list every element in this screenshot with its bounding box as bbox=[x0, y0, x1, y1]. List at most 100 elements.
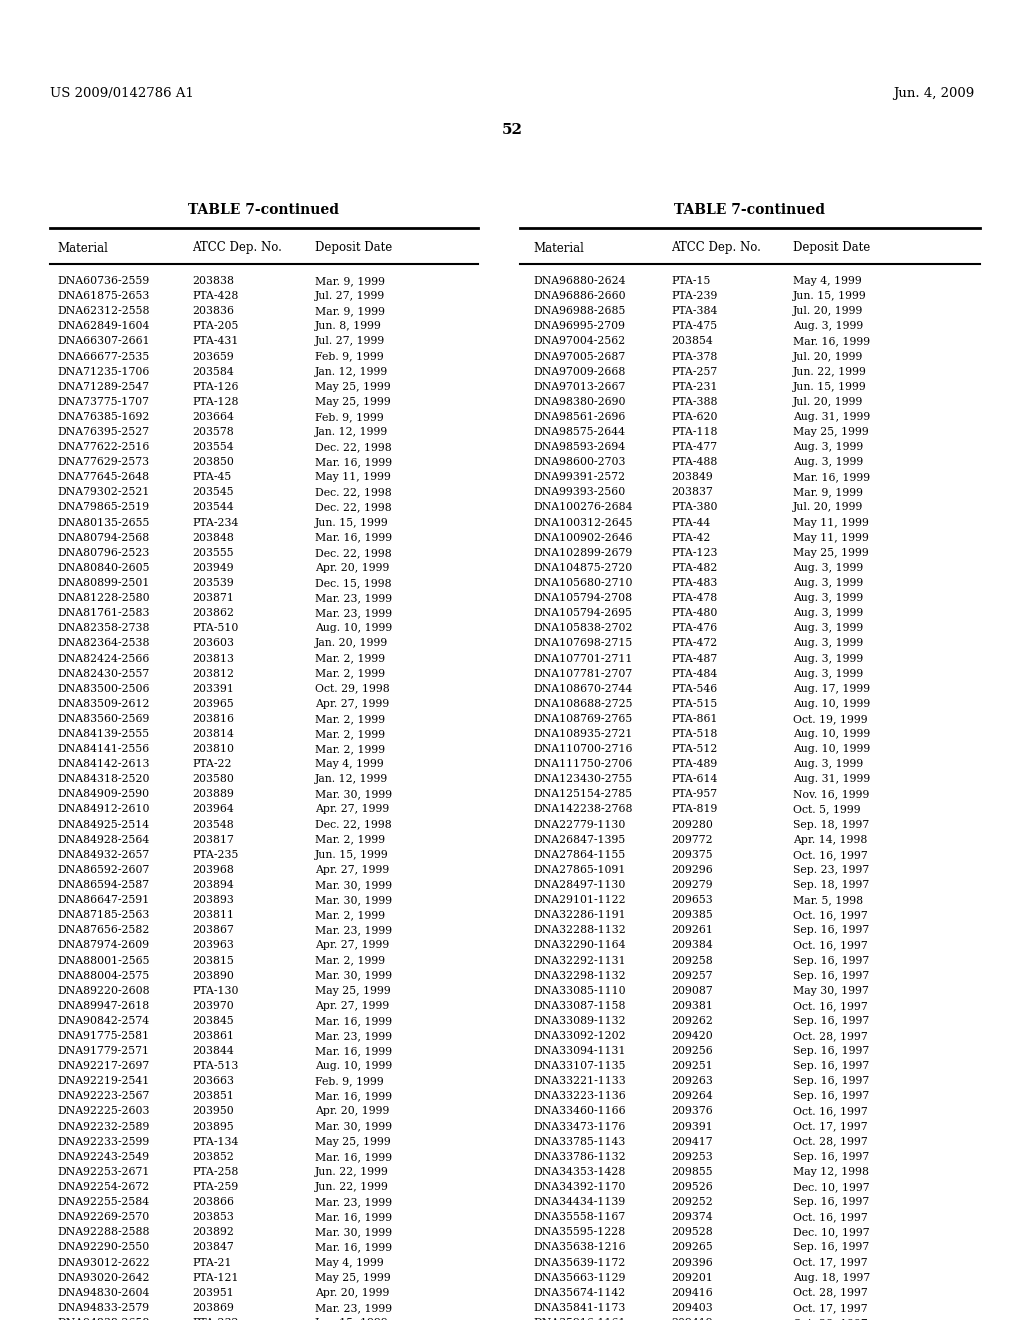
Text: Mar. 9, 1999: Mar. 9, 1999 bbox=[315, 306, 385, 317]
Text: May 4, 1999: May 4, 1999 bbox=[315, 759, 384, 770]
Text: 209296: 209296 bbox=[671, 865, 713, 875]
Text: DNA35841-1173: DNA35841-1173 bbox=[534, 1303, 626, 1313]
Text: PTA-482: PTA-482 bbox=[671, 562, 718, 573]
Text: Jul. 20, 1999: Jul. 20, 1999 bbox=[793, 397, 863, 407]
Text: 203391: 203391 bbox=[193, 684, 233, 694]
Text: DNA96886-2660: DNA96886-2660 bbox=[534, 292, 626, 301]
Text: DNA22779-1130: DNA22779-1130 bbox=[534, 820, 626, 829]
Text: DNA61875-2653: DNA61875-2653 bbox=[57, 292, 150, 301]
Text: DNA32292-1131: DNA32292-1131 bbox=[534, 956, 626, 965]
Text: Nov. 16, 1999: Nov. 16, 1999 bbox=[793, 789, 869, 800]
Text: May 25, 1999: May 25, 1999 bbox=[315, 1272, 391, 1283]
Text: PTA-480: PTA-480 bbox=[671, 609, 718, 618]
Text: DNA82424-2566: DNA82424-2566 bbox=[57, 653, 150, 664]
Text: Mar. 2, 1999: Mar. 2, 1999 bbox=[315, 911, 385, 920]
Text: Mar. 2, 1999: Mar. 2, 1999 bbox=[315, 653, 385, 664]
Text: PTA-118: PTA-118 bbox=[671, 426, 718, 437]
Text: Oct. 17, 1997: Oct. 17, 1997 bbox=[793, 1122, 867, 1131]
Text: DNA99391-2572: DNA99391-2572 bbox=[534, 473, 625, 482]
Text: PTA-478: PTA-478 bbox=[671, 593, 717, 603]
Text: DNA98380-2690: DNA98380-2690 bbox=[534, 397, 626, 407]
Text: May 30, 1997: May 30, 1997 bbox=[793, 986, 869, 995]
Text: DNA60736-2559: DNA60736-2559 bbox=[57, 276, 150, 286]
Text: Mar. 2, 1999: Mar. 2, 1999 bbox=[315, 729, 385, 739]
Text: Feb. 9, 1999: Feb. 9, 1999 bbox=[315, 351, 384, 362]
Text: DNA92288-2588: DNA92288-2588 bbox=[57, 1228, 150, 1237]
Text: PTA-518: PTA-518 bbox=[671, 729, 718, 739]
Text: Aug. 18, 1997: Aug. 18, 1997 bbox=[793, 1272, 870, 1283]
Text: PTA-380: PTA-380 bbox=[671, 503, 718, 512]
Text: PTA-512: PTA-512 bbox=[671, 744, 718, 754]
Text: May 25, 1999: May 25, 1999 bbox=[315, 1137, 391, 1147]
Text: May 25, 1999: May 25, 1999 bbox=[315, 381, 391, 392]
Text: TABLE 7-continued: TABLE 7-continued bbox=[675, 203, 825, 216]
Text: 209279: 209279 bbox=[671, 880, 713, 890]
Text: Aug. 3, 1999: Aug. 3, 1999 bbox=[793, 669, 863, 678]
Text: PTA-232: PTA-232 bbox=[193, 1317, 239, 1320]
Text: Mar. 5, 1998: Mar. 5, 1998 bbox=[793, 895, 863, 906]
Text: 209257: 209257 bbox=[671, 970, 713, 981]
Text: Feb. 9, 1999: Feb. 9, 1999 bbox=[315, 412, 384, 422]
Text: 209264: 209264 bbox=[671, 1092, 713, 1101]
Text: Mar. 30, 1999: Mar. 30, 1999 bbox=[315, 880, 392, 890]
Text: DNA100276-2684: DNA100276-2684 bbox=[534, 503, 633, 512]
Text: DNA107781-2707: DNA107781-2707 bbox=[534, 669, 632, 678]
Text: PTA-488: PTA-488 bbox=[671, 457, 718, 467]
Text: ATCC Dep. No.: ATCC Dep. No. bbox=[193, 242, 282, 255]
Text: DNA86647-2591: DNA86647-2591 bbox=[57, 895, 150, 906]
Text: May 4, 1999: May 4, 1999 bbox=[793, 276, 862, 286]
Text: DNA80899-2501: DNA80899-2501 bbox=[57, 578, 150, 587]
Text: 209375: 209375 bbox=[671, 850, 713, 859]
Text: DNA97004-2562: DNA97004-2562 bbox=[534, 337, 626, 346]
Text: 203539: 203539 bbox=[193, 578, 233, 587]
Text: Apr. 20, 1999: Apr. 20, 1999 bbox=[315, 562, 389, 573]
Text: 203663: 203663 bbox=[193, 1076, 234, 1086]
Text: DNA110700-2716: DNA110700-2716 bbox=[534, 744, 633, 754]
Text: DNA34353-1428: DNA34353-1428 bbox=[534, 1167, 626, 1177]
Text: 203862: 203862 bbox=[193, 609, 234, 618]
Text: Mar. 9, 1999: Mar. 9, 1999 bbox=[315, 276, 385, 286]
Text: DNA77622-2516: DNA77622-2516 bbox=[57, 442, 150, 451]
Text: 203814: 203814 bbox=[193, 729, 233, 739]
Text: Sep. 16, 1997: Sep. 16, 1997 bbox=[793, 1061, 869, 1072]
Text: PTA-378: PTA-378 bbox=[671, 351, 718, 362]
Text: 203889: 203889 bbox=[193, 789, 233, 800]
Text: DNA35558-1167: DNA35558-1167 bbox=[534, 1212, 626, 1222]
Text: DNA88001-2565: DNA88001-2565 bbox=[57, 956, 150, 965]
Text: DNA92219-2541: DNA92219-2541 bbox=[57, 1076, 150, 1086]
Text: 209419: 209419 bbox=[671, 1317, 713, 1320]
Text: Dec. 22, 1998: Dec. 22, 1998 bbox=[315, 503, 392, 512]
Text: DNA91775-2581: DNA91775-2581 bbox=[57, 1031, 150, 1041]
Text: Jan. 12, 1999: Jan. 12, 1999 bbox=[315, 367, 388, 376]
Text: Jul. 20, 1999: Jul. 20, 1999 bbox=[793, 351, 863, 362]
Text: DNA80796-2523: DNA80796-2523 bbox=[57, 548, 150, 558]
Text: DNA34392-1170: DNA34392-1170 bbox=[534, 1181, 626, 1192]
Text: Mar. 23, 1999: Mar. 23, 1999 bbox=[315, 609, 392, 618]
Text: Aug. 31, 1999: Aug. 31, 1999 bbox=[793, 412, 870, 422]
Text: DNA66307-2661: DNA66307-2661 bbox=[57, 337, 150, 346]
Text: PTA-257: PTA-257 bbox=[671, 367, 717, 376]
Text: May 25, 1999: May 25, 1999 bbox=[793, 426, 868, 437]
Text: 209528: 209528 bbox=[671, 1228, 713, 1237]
Text: Jun. 15, 1999: Jun. 15, 1999 bbox=[793, 381, 866, 392]
Text: PTA-259: PTA-259 bbox=[193, 1181, 239, 1192]
Text: DNA108670-2744: DNA108670-2744 bbox=[534, 684, 632, 694]
Text: Jan. 12, 1999: Jan. 12, 1999 bbox=[315, 775, 388, 784]
Text: PTA-134: PTA-134 bbox=[193, 1137, 239, 1147]
Text: DNA94838-2658: DNA94838-2658 bbox=[57, 1317, 150, 1320]
Text: TABLE 7-continued: TABLE 7-continued bbox=[188, 203, 340, 216]
Text: PTA-513: PTA-513 bbox=[193, 1061, 239, 1072]
Text: DNA97013-2667: DNA97013-2667 bbox=[534, 381, 626, 392]
Text: Mar. 30, 1999: Mar. 30, 1999 bbox=[315, 789, 392, 800]
Text: DNA32290-1164: DNA32290-1164 bbox=[534, 940, 626, 950]
Text: Jan. 20, 1999: Jan. 20, 1999 bbox=[315, 639, 388, 648]
Text: Mar. 30, 1999: Mar. 30, 1999 bbox=[315, 970, 392, 981]
Text: DNA80794-2568: DNA80794-2568 bbox=[57, 533, 150, 543]
Text: Apr. 20, 1999: Apr. 20, 1999 bbox=[315, 1288, 389, 1298]
Text: DNA100312-2645: DNA100312-2645 bbox=[534, 517, 633, 528]
Text: DNA33092-1202: DNA33092-1202 bbox=[534, 1031, 626, 1041]
Text: PTA-21: PTA-21 bbox=[193, 1258, 231, 1267]
Text: Oct. 19, 1999: Oct. 19, 1999 bbox=[793, 714, 867, 723]
Text: Sep. 16, 1997: Sep. 16, 1997 bbox=[793, 970, 869, 981]
Text: 203968: 203968 bbox=[193, 865, 233, 875]
